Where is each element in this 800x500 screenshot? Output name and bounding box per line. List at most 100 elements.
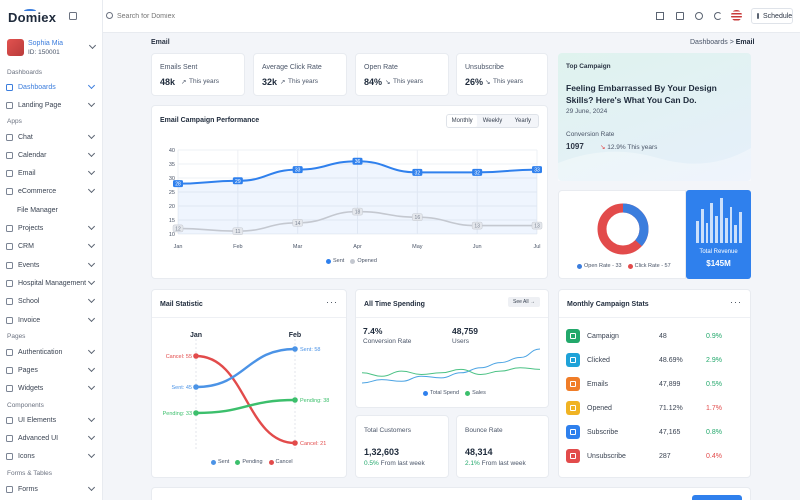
schedule-label: Schedule — [763, 12, 793, 20]
sidebar-item-label: UI Elements — [18, 416, 57, 424]
schedule-button[interactable]: Schedule — [751, 8, 793, 24]
sidebar-item-pages[interactable]: Pages — [5, 363, 98, 377]
gift-icon[interactable] — [676, 12, 684, 20]
data-label: 36 — [355, 159, 361, 165]
sidebar-item-label: Hospital Management — [18, 279, 87, 287]
data-label: 32 — [474, 170, 480, 176]
user-name: Sophia Mia — [28, 40, 64, 47]
flag-icon[interactable] — [731, 10, 742, 21]
invoice-icon — [6, 316, 13, 324]
stat-card-open-rate: Open Rate 84% ↘ This years — [355, 53, 449, 96]
period-tabs: Monthly Weekly Yearly — [446, 114, 539, 128]
total-revenue-card: Total Revenue $145M — [686, 190, 751, 279]
sidebar-item-ui-elements[interactable]: UI Elements — [5, 413, 98, 427]
search-icon — [106, 12, 113, 19]
brand-logo[interactable]: Domiex — [8, 10, 57, 25]
stat-change: 1.7% — [706, 405, 722, 412]
stat-period: This years — [393, 78, 423, 85]
more-options-icon[interactable]: ··· — [730, 297, 742, 307]
label-sent-feb: Sent: 58 — [300, 347, 321, 353]
see-all-button[interactable]: See All → — [508, 297, 540, 307]
trend-up-icon: ↗ — [280, 79, 286, 86]
sidebar-item-label: Dashboards — [18, 83, 56, 91]
y-tick-label: 20 — [169, 204, 175, 210]
legend-sent[interactable]: Sent — [326, 258, 344, 264]
search-input[interactable] — [117, 10, 277, 23]
sidebar-item-label: Authentication — [18, 348, 63, 356]
bounce-value: 48,314 — [465, 447, 493, 457]
card-title: Email Campaign Performance — [160, 117, 260, 124]
chat-icon — [6, 133, 13, 141]
moon-icon[interactable] — [714, 12, 722, 20]
legend-sent: Sent — [211, 459, 229, 465]
performance-legend: Sent Opened — [326, 258, 377, 264]
stat-value: 47,165 — [659, 429, 681, 436]
revenue-bar — [705, 222, 709, 243]
sidebar-item-projects[interactable]: Projects — [5, 221, 98, 235]
sidebar-item-invoice[interactable]: Invoice — [5, 313, 98, 327]
user-profile[interactable]: Sophia Mia ID: 150001 — [7, 38, 97, 60]
stat-value: 287 — [659, 453, 671, 460]
campaign-headline[interactable]: Feeling Embarrassed By Your Design Skill… — [566, 83, 717, 105]
revenue-bar — [715, 216, 718, 243]
tab-weekly[interactable]: Weekly — [482, 118, 503, 124]
sidebar-item-landing-page[interactable]: Landing Page — [5, 98, 98, 112]
next-section-button[interactable] — [692, 495, 742, 500]
settings-icon[interactable] — [695, 12, 703, 20]
more-options-icon[interactable]: ··· — [326, 297, 338, 307]
campaign-date: 29 June, 2024 — [566, 108, 608, 115]
revenue-bar — [696, 220, 699, 243]
sidebar-item-email[interactable]: Email — [5, 166, 98, 180]
sidebar-item-forms[interactable]: Forms — [5, 482, 98, 496]
sidebar-item-calendar[interactable]: Calendar — [5, 148, 98, 162]
campaign-stat-row: Emails 47,899 0.5% — [566, 377, 736, 393]
legend-opened[interactable]: Opened — [350, 258, 377, 264]
node-sent-feb — [292, 346, 298, 352]
revenue-bar — [729, 207, 733, 243]
chevron-down-icon — [88, 41, 97, 50]
revenue-value: $145M — [706, 259, 731, 268]
logo-mark-icon — [24, 9, 36, 13]
data-point-sent — [232, 177, 243, 185]
spending-legend: Total Spend Sales — [423, 390, 486, 396]
stat-label: Average Click Rate — [262, 64, 322, 71]
projects-icon — [6, 224, 13, 232]
sidebar-item-crm[interactable]: CRM — [5, 239, 98, 253]
sidebar-item-advanced-ui[interactable]: Advanced UI — [5, 431, 98, 445]
column-label-feb: Feb — [289, 332, 301, 339]
stat-name: Emails — [587, 381, 609, 388]
tab-monthly[interactable]: Monthly — [447, 115, 478, 127]
avatar — [7, 39, 24, 56]
hospital-management-icon — [6, 279, 13, 287]
sidebar-item-file-manager[interactable]: File Manager — [5, 203, 98, 217]
sidebar-item-hospital-management[interactable]: Hospital Management — [5, 276, 98, 290]
legend-open-rate: Open Rate - 33 — [577, 263, 622, 269]
total-customers-card: Total Customers 1,32,603 0.5% From last … — [355, 415, 449, 478]
data-label: 11 — [235, 229, 240, 235]
events-icon — [6, 261, 13, 269]
stat-name: Campaign — [587, 333, 619, 340]
mail-statistic-card: Mail Statistic ··· — [151, 289, 347, 478]
stat-card-click-rate: Average Click Rate 32k ↗ This years — [253, 53, 347, 96]
breadcrumb-parent[interactable]: Dashboards — [690, 39, 728, 46]
sidebar-toggle-icon[interactable] — [69, 12, 77, 20]
x-tick-label: Feb — [233, 244, 242, 250]
sidebar-item-school[interactable]: School — [5, 294, 98, 308]
sidebar-item-widgets[interactable]: Widgets — [5, 381, 98, 395]
tab-yearly[interactable]: Yearly — [514, 118, 532, 124]
sidebar-item-icons[interactable]: Icons — [5, 449, 98, 463]
sidebar-item-label: Calendar — [18, 151, 47, 159]
conversion-label: Conversion Rate — [566, 131, 615, 138]
bounce-change: 2.1% From last week — [465, 460, 526, 467]
data-label: 29 — [235, 179, 241, 185]
sidebar-item-chat[interactable]: Chat — [5, 130, 98, 144]
sidebar-item-events[interactable]: Events — [5, 258, 98, 272]
sidebar-item-authentication[interactable]: Authentication — [5, 345, 98, 359]
chevron-down-icon — [87, 149, 96, 158]
stat-value: 48.69% — [659, 357, 683, 364]
sidebar-item-dashboards[interactable]: Dashboards — [5, 80, 98, 94]
sidebar-item-ecommerce[interactable]: eCommerce — [5, 184, 98, 198]
stat-value: 48 — [659, 333, 667, 340]
revenue-bar — [734, 225, 738, 243]
grid-icon[interactable] — [656, 12, 664, 20]
